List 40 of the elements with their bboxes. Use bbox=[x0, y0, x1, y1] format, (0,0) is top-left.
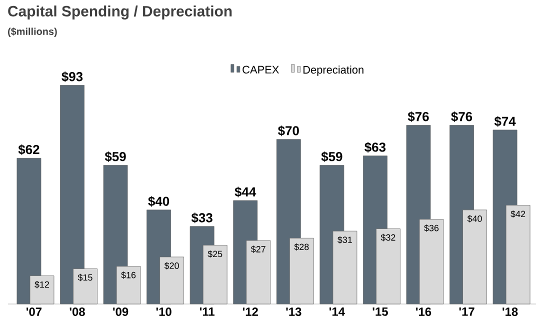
data-label: $76 bbox=[408, 111, 429, 122]
data-label: $76 bbox=[451, 111, 472, 122]
data-label: $15 bbox=[78, 274, 92, 282]
data-label: $40 bbox=[467, 215, 482, 222]
x-tick-label: '11 bbox=[200, 308, 214, 316]
x-tick-label: '15 bbox=[372, 308, 388, 316]
chart-title: Capital Spending / Depreciation bbox=[8, 6, 232, 20]
x-tick-label: '13 bbox=[286, 308, 302, 316]
x-tick-label: '10 bbox=[156, 308, 172, 316]
data-label: $62 bbox=[18, 144, 40, 155]
data-label: $27 bbox=[250, 246, 266, 253]
data-label: $33 bbox=[191, 212, 212, 224]
data-label: $28 bbox=[294, 243, 309, 251]
legend-label: Depreciation bbox=[303, 66, 364, 76]
x-tick-label: '17 bbox=[459, 308, 474, 316]
x-tick-label: '08 bbox=[70, 308, 85, 316]
x-tick-label: '12 bbox=[242, 308, 258, 316]
data-label: $59 bbox=[321, 151, 342, 162]
data-label: $70 bbox=[278, 126, 299, 136]
legend-label: CAPEX bbox=[242, 66, 279, 74]
data-label: $74 bbox=[494, 116, 516, 127]
chart-subtitle: ($millions) bbox=[8, 28, 57, 37]
x-tick-label: '14 bbox=[329, 308, 345, 316]
data-label: $31 bbox=[338, 236, 352, 244]
data-label: $93 bbox=[62, 71, 83, 82]
data-label: $36 bbox=[424, 224, 439, 232]
data-label: $42 bbox=[510, 210, 526, 218]
data-label: $63 bbox=[364, 142, 386, 153]
data-label: $16 bbox=[121, 272, 136, 279]
data-label: $40 bbox=[148, 196, 170, 207]
x-tick-label: '16 bbox=[416, 308, 432, 316]
x-tick-label: '09 bbox=[113, 308, 128, 316]
data-label: $20 bbox=[164, 262, 179, 270]
x-tick-label: '07 bbox=[26, 308, 42, 316]
data-label: $32 bbox=[380, 234, 396, 242]
data-label: $25 bbox=[208, 250, 222, 258]
data-label: $59 bbox=[104, 151, 126, 162]
data-label: $12 bbox=[34, 280, 49, 288]
data-label: $44 bbox=[234, 186, 256, 198]
x-tick-label: '18 bbox=[502, 308, 518, 316]
